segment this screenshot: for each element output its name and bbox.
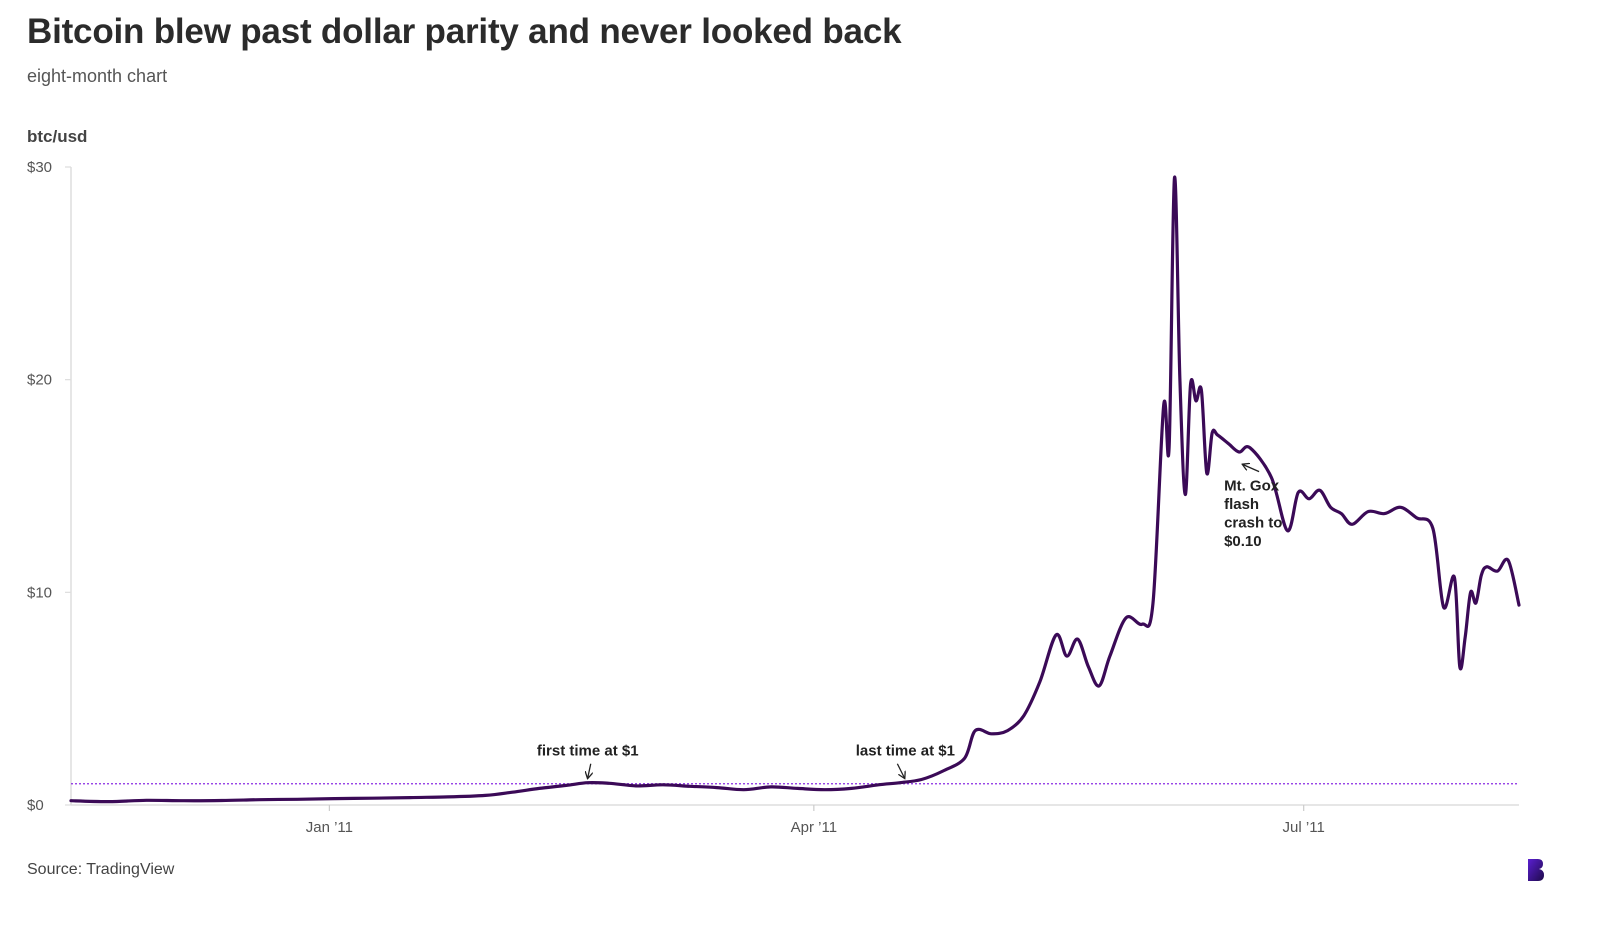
x-tick-label: Jan ’11 [306, 819, 353, 836]
annotation-text: $0.10 [1224, 533, 1262, 550]
price-line [69, 175, 1521, 804]
x-tick-label: Apr ’11 [791, 819, 837, 836]
x-tick-label: Jul ’11 [1283, 819, 1325, 836]
brand-logo [1528, 859, 1544, 881]
annotations-layer: first time at $1 last time at $1 Mt. Goxfl… [537, 465, 1282, 778]
annotation-arrow [588, 763, 591, 778]
y-tick-label: $20 [27, 372, 52, 389]
annotation-text: Mt. Gox [1224, 478, 1280, 495]
y-axis-label: btc/usd [27, 127, 88, 146]
source-note: Source: TradingView [27, 861, 175, 878]
axes: $0 $10 $20 $30 Jan ’11 Apr ’11 Jul ’11 [27, 159, 1519, 836]
annotation-text: flash [1224, 496, 1259, 513]
chart-subtitle: eight-month chart [27, 66, 168, 86]
annotation-text: last time at $1 [856, 743, 955, 760]
annotation-arrow [1243, 465, 1260, 473]
annotation-arrow [896, 763, 904, 778]
y-tick-label: $0 [27, 797, 44, 814]
annotation-text: first time at $1 [537, 743, 639, 760]
y-tick-label: $30 [27, 159, 52, 176]
y-tick-label: $10 [27, 584, 52, 601]
series-layer [69, 175, 1521, 804]
chart-title: Bitcoin blew past dollar parity and neve… [27, 12, 902, 51]
annotation-text: crash to [1224, 515, 1282, 532]
